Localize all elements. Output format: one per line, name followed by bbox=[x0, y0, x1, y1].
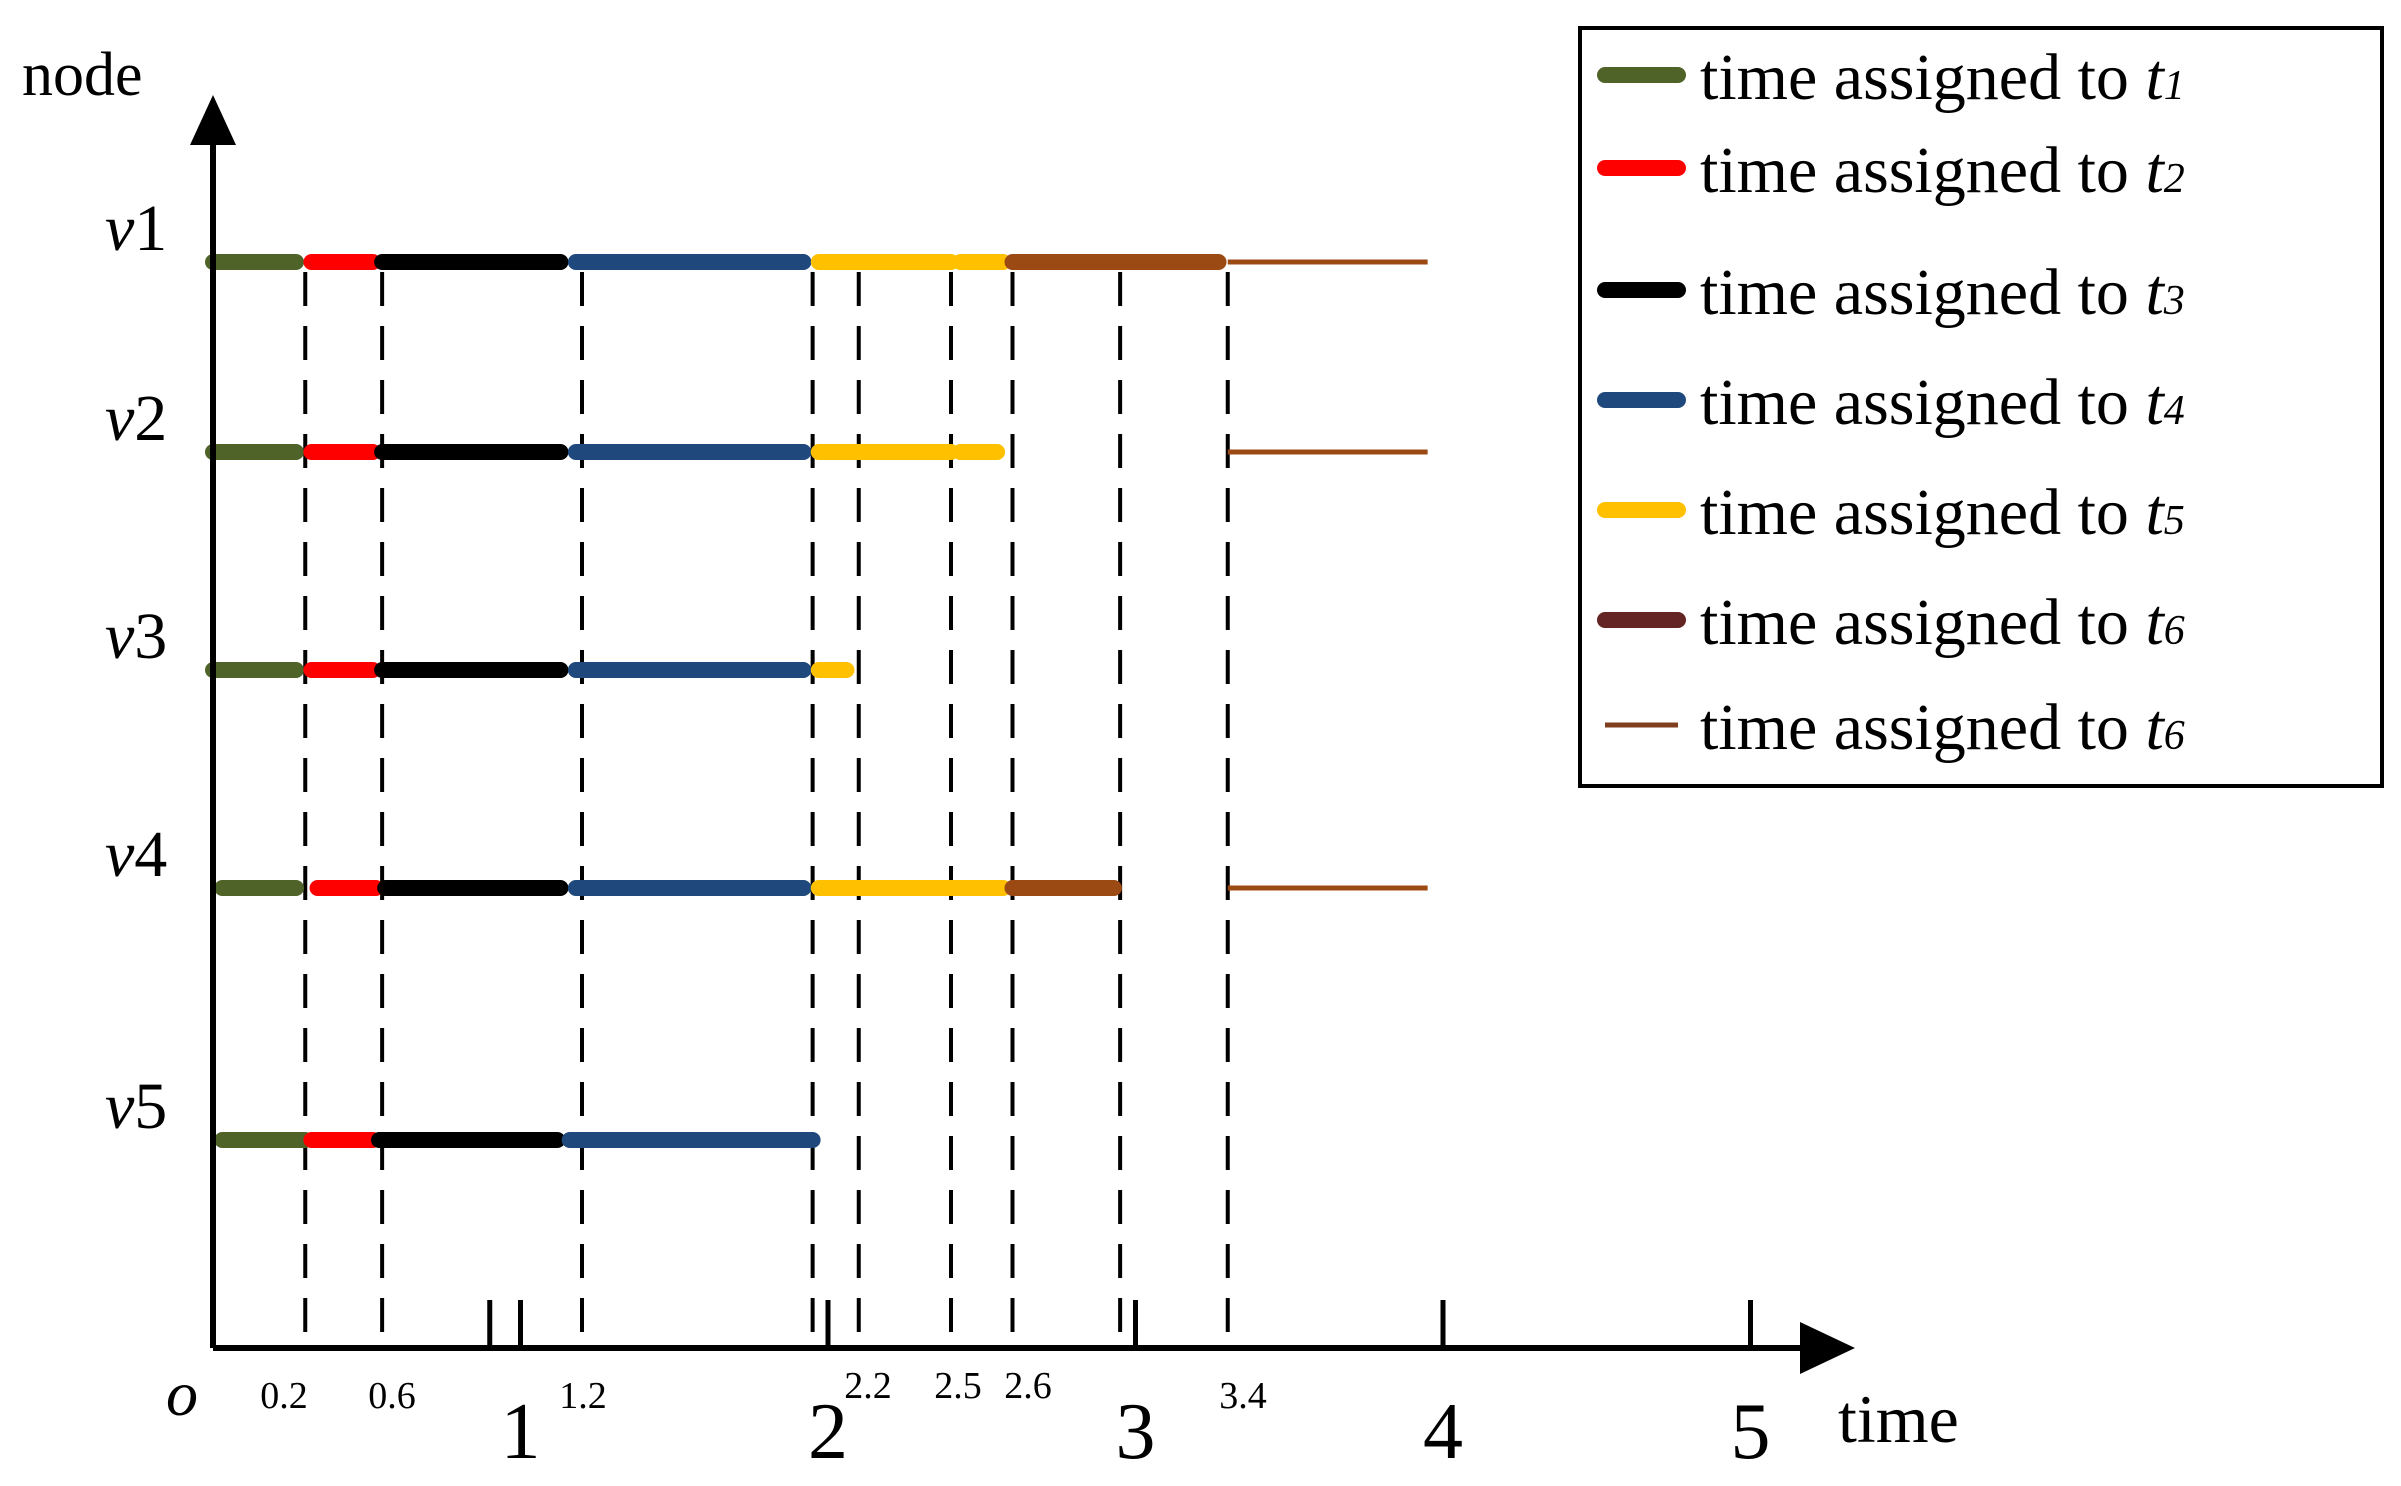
legend-label: time assigned to t5 bbox=[1700, 476, 2185, 549]
minor-tick-label: 3.4 bbox=[1219, 1375, 1267, 1417]
y-axis-arrow bbox=[190, 95, 236, 145]
y-axis-label: node bbox=[22, 41, 143, 109]
minor-tick-label: 0.2 bbox=[260, 1375, 308, 1417]
axis-labels: node time o bbox=[22, 41, 1959, 1457]
major-tick-label: 2 bbox=[808, 1388, 848, 1476]
origin-label: o bbox=[166, 1358, 198, 1429]
legend-label: time assigned to t6 bbox=[1700, 691, 2185, 764]
legend-label: time assigned to t3 bbox=[1700, 256, 2185, 329]
x-axis-arrow bbox=[1800, 1322, 1855, 1374]
node-label-v3: v3 bbox=[105, 600, 167, 673]
x-axis-label: time bbox=[1838, 1381, 1959, 1457]
legend-label: time assigned to t6 bbox=[1700, 586, 2185, 659]
legend-label: time assigned to t1 bbox=[1700, 41, 2185, 114]
major-tick-label: 1 bbox=[501, 1388, 541, 1476]
task-segments bbox=[205, 254, 1428, 1148]
axes bbox=[190, 95, 1855, 1374]
minor-tick-label: 2.6 bbox=[1004, 1365, 1052, 1407]
node-labels: v1 v2 v3 v4 v5 bbox=[105, 192, 167, 1143]
minor-tick-label: 0.6 bbox=[368, 1375, 416, 1417]
node-label-v1: v1 bbox=[105, 192, 167, 265]
node-label-v5: v5 bbox=[105, 1070, 167, 1143]
node-label-v4: v4 bbox=[105, 818, 167, 891]
minor-tick-label: 2.5 bbox=[934, 1365, 982, 1407]
minor-tick-label: 2.2 bbox=[844, 1365, 892, 1407]
legend-label: time assigned to t4 bbox=[1700, 366, 2185, 439]
major-tick-label: 5 bbox=[1731, 1388, 1771, 1476]
legend-label: time assigned to t2 bbox=[1700, 134, 2185, 207]
legend-box bbox=[1578, 26, 2384, 788]
minor-tick-label: 1.2 bbox=[559, 1375, 607, 1417]
axis-ticks: 1 2 3 4 5 0.2 0.6 1.2 2.2 2.5 2.6 3.4 bbox=[260, 1300, 1771, 1476]
node-label-v2: v2 bbox=[105, 382, 167, 455]
major-tick-label: 3 bbox=[1116, 1388, 1156, 1476]
major-tick-label: 4 bbox=[1423, 1388, 1463, 1476]
guide-lines bbox=[303, 272, 1230, 1348]
legend: time assigned to t1 time assigned to t2 ti… bbox=[1578, 26, 2384, 788]
